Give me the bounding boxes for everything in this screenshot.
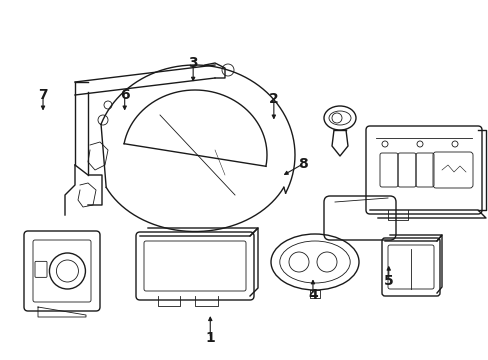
Text: 1: 1 [205,332,215,345]
Text: 7: 7 [38,89,48,102]
Text: 5: 5 [383,274,393,288]
Text: 2: 2 [268,92,278,106]
Text: 8: 8 [298,157,307,171]
Text: 3: 3 [188,56,198,70]
Text: 6: 6 [120,89,129,102]
Text: 4: 4 [307,288,317,302]
